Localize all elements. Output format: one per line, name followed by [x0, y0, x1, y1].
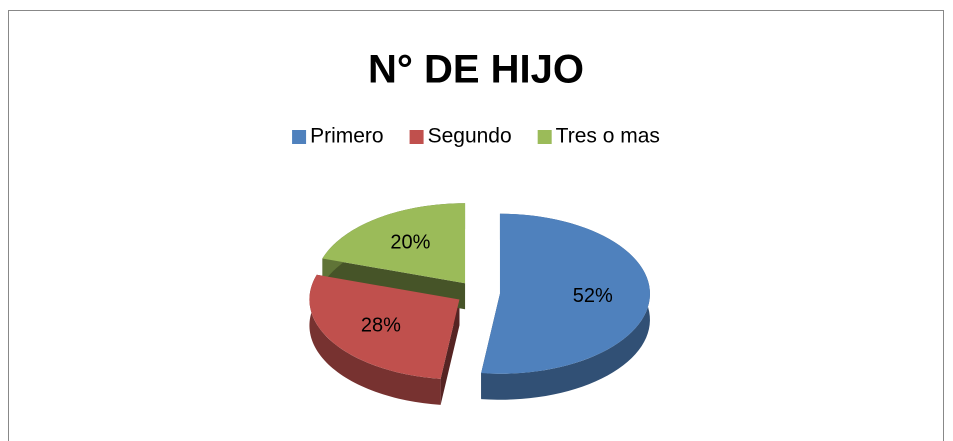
chart-title: N° DE HIJO — [368, 48, 584, 92]
pie-tops — [309, 203, 650, 379]
data-label: 20% — [390, 231, 430, 253]
legend-label: Segundo — [428, 125, 512, 148]
pie-slice — [322, 203, 466, 284]
slice-wall — [309, 274, 441, 405]
chart-border — [8, 10, 944, 441]
pie-slice — [309, 274, 460, 379]
legend-label: Primero — [310, 125, 384, 148]
legend-label: Tres o mas — [556, 125, 660, 148]
legend-swatch — [537, 130, 552, 144]
legend-swatch — [409, 130, 424, 144]
data-label: 28% — [361, 314, 401, 336]
data-label: 52% — [573, 285, 613, 307]
pie-slice — [481, 213, 650, 374]
legend-swatch — [292, 130, 307, 144]
slice-face — [440, 299, 460, 405]
